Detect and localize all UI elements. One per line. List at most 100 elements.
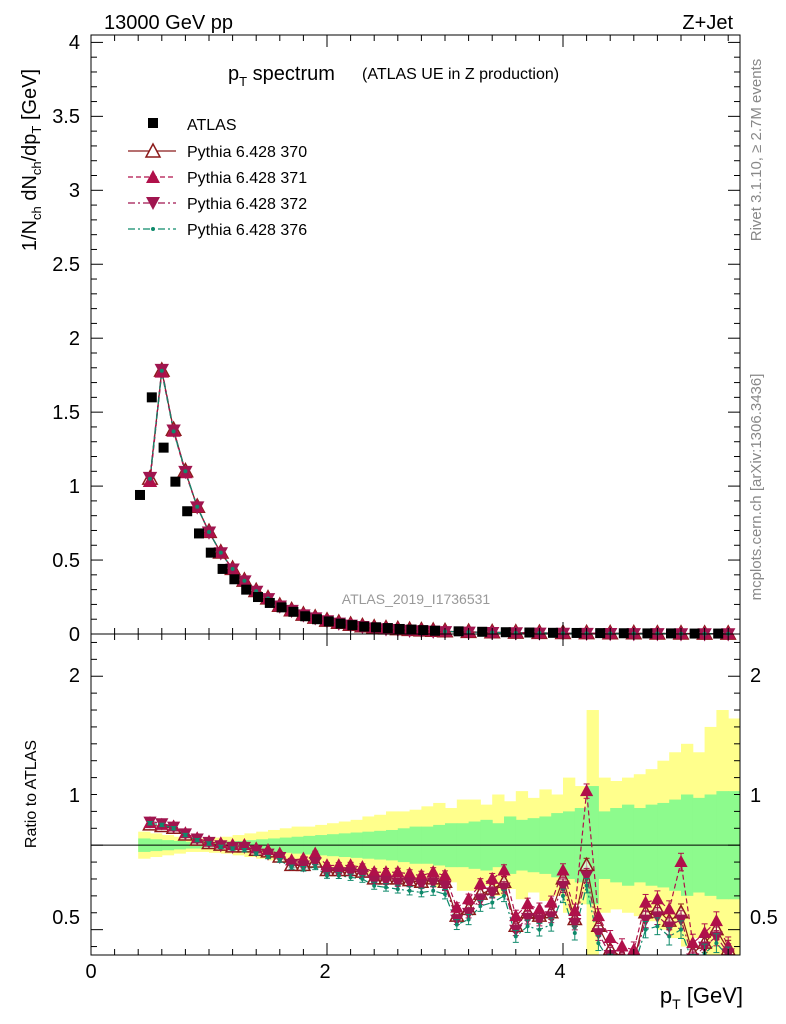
ratio-point (277, 858, 282, 863)
ratio-point (414, 879, 428, 892)
atlas-point (264, 597, 275, 608)
ratio-point (544, 895, 558, 908)
atlas-point (146, 392, 157, 403)
ratio-point (454, 922, 459, 927)
atlas-point (253, 592, 263, 603)
data-point (230, 566, 235, 571)
ratio-ticks (90, 634, 740, 955)
ratio-point (426, 877, 440, 890)
ratio-point (568, 903, 582, 917)
ratio-point (466, 917, 471, 922)
ratio-point (301, 866, 306, 871)
atlas-point (618, 628, 629, 639)
atlas-point (477, 626, 488, 637)
ratio-point (438, 880, 452, 893)
ratio-point (431, 888, 436, 893)
ratio-point (521, 912, 535, 925)
ratio-point (391, 865, 405, 878)
ratio-point (549, 922, 554, 927)
data-point (218, 550, 223, 555)
ratio-point (348, 875, 353, 880)
x-tick-label: 4 (554, 961, 565, 983)
atlas-point (666, 628, 676, 639)
ratio-point (485, 887, 499, 900)
ratio-point (497, 863, 511, 876)
ratio-point (289, 865, 294, 870)
header-right: Z+Jet (682, 12, 733, 34)
atlas-point (158, 442, 169, 453)
ratio-y-tick-label: 1 (69, 785, 80, 807)
main-y-axis-label: 1/Nch dNch/dpT [GeV] (19, 69, 44, 251)
ratio-point (308, 846, 322, 859)
atlas-point (194, 528, 204, 539)
atlas-point (524, 627, 535, 638)
ratio-point (407, 888, 412, 893)
ratio-point (591, 908, 605, 922)
legend-label: Pythia 6.428 371 (187, 170, 307, 187)
x-tick-labels: 0 2 4 (85, 961, 565, 983)
ratio-point (620, 963, 624, 967)
ratio-point (195, 838, 200, 843)
atlas-point (182, 506, 193, 517)
x-axis-label: pT [GeV] (660, 983, 743, 1012)
ratio-point (230, 846, 235, 851)
ratio-point (502, 893, 506, 898)
ratio-point (462, 892, 476, 905)
ratio-point (709, 914, 723, 927)
y-tick-label: 4 (69, 32, 80, 54)
ratio-point (171, 826, 176, 831)
ratio-point (662, 902, 676, 915)
ratio-point (325, 873, 329, 878)
data-point (171, 429, 176, 434)
legend-marker (146, 197, 160, 210)
ratio-point (591, 928, 605, 941)
atlas-point (642, 628, 653, 639)
atlas-point (548, 627, 558, 638)
ratio-point (639, 895, 653, 908)
atlas-point (205, 547, 216, 558)
rivet-label: Rivet 3.1.10, ≥ 2.7M events (748, 59, 765, 242)
ratio-point (568, 917, 582, 931)
ratio-y-tick-label: 0.5 (52, 907, 80, 929)
ratio-point (561, 893, 565, 898)
plot-title: pT spectrum (228, 63, 335, 89)
ratio-point (261, 848, 275, 861)
atlas-point (453, 626, 464, 637)
y-tick-label: 1.5 (52, 402, 80, 424)
ratio-point (379, 865, 393, 878)
ratio-point (698, 925, 712, 938)
ratio-point (655, 924, 660, 929)
ratio-point (384, 885, 388, 890)
atlas-point (276, 602, 287, 613)
ratio-point (254, 851, 259, 856)
atlas-point (500, 627, 511, 638)
ratio-y-tick-label-right: 0.5 (750, 907, 778, 929)
atlas-point (418, 625, 429, 636)
ratio-point (532, 902, 546, 915)
ratio-point (379, 875, 393, 888)
ratio-point (650, 911, 664, 924)
data-point (207, 529, 211, 534)
ratio-point (443, 892, 447, 897)
atlas-point (382, 623, 393, 634)
y-tick-label: 1 (69, 476, 80, 498)
ratio-point (183, 833, 188, 838)
atlas-point (300, 611, 311, 622)
ratio-point (556, 863, 570, 876)
ratio-point (249, 845, 263, 858)
legend: ATLAS Pythia 6.428 370 Pythia 6.428 371 … (128, 117, 307, 239)
y-tick-label: 3 (69, 180, 80, 202)
atlas-point (241, 584, 252, 595)
uncertainty-band-inner (740, 795, 752, 896)
ratio-point (414, 868, 428, 881)
ratio-point (426, 865, 440, 878)
ratio-point (237, 841, 251, 855)
ratio-point (336, 873, 341, 878)
ratio-point (679, 927, 683, 932)
ratio-point (627, 958, 640, 970)
ratio-point (580, 783, 594, 797)
y-tick-label: 0 (69, 624, 80, 646)
y-tick-label: 2.5 (52, 254, 80, 276)
ratio-point (242, 848, 247, 853)
